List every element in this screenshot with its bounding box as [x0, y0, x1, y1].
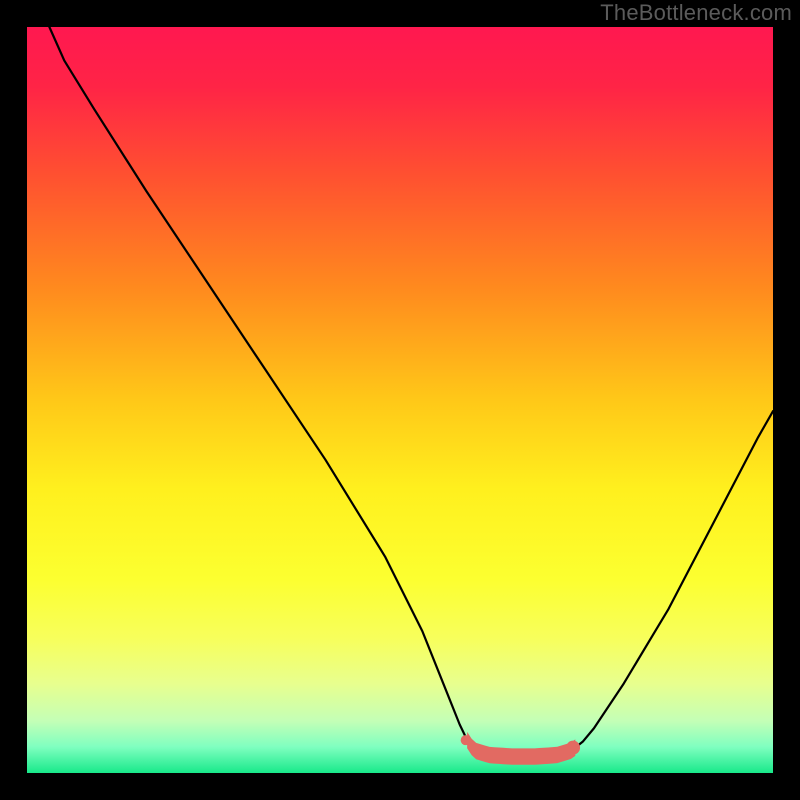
watermark-text: TheBottleneck.com [600, 0, 792, 26]
valley-highlight-left-dot [461, 735, 471, 745]
frame-bottom [0, 773, 800, 800]
frame-left [0, 0, 27, 800]
bottleneck-curve-chart [0, 0, 800, 800]
frame-right [773, 0, 800, 800]
plot-background [27, 27, 773, 773]
valley-highlight-right-bulge [566, 741, 580, 755]
chart-stage: TheBottleneck.com [0, 0, 800, 800]
